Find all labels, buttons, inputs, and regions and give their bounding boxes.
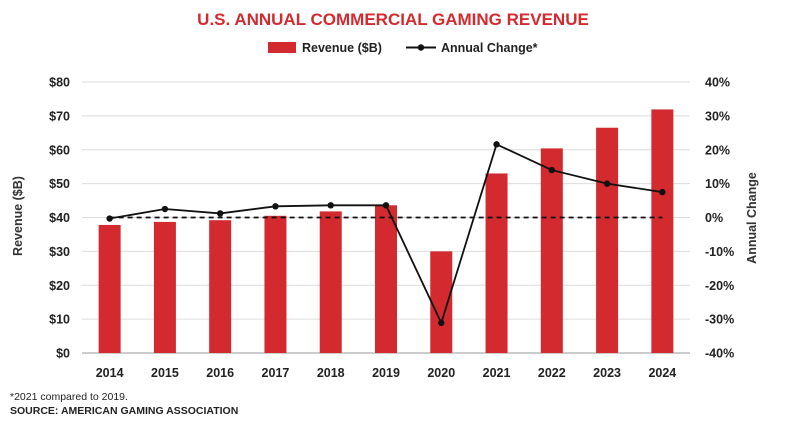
y-tick-label: $50 xyxy=(49,177,70,191)
y2-tick-label: 20% xyxy=(705,143,730,157)
y2-axis-title: Annual Change xyxy=(745,172,759,264)
revenue-bar xyxy=(375,205,397,353)
y2-tick-label: 0% xyxy=(705,211,723,225)
legend-line-label: Annual Change* xyxy=(441,41,538,55)
annual-change-point xyxy=(106,215,113,222)
revenue-bar xyxy=(485,173,508,353)
x-tick-label: 2021 xyxy=(483,366,511,380)
x-tick-label: 2016 xyxy=(206,366,234,380)
revenue-bar xyxy=(430,251,453,353)
y2-tick-label: 40% xyxy=(705,76,730,90)
revenue-bar xyxy=(540,148,563,353)
y-tick-label: $20 xyxy=(49,279,70,293)
y-tick-label: $10 xyxy=(49,313,70,327)
annual-change-point xyxy=(327,202,334,209)
annual-change-point xyxy=(493,141,500,148)
x-tick-label: 2022 xyxy=(538,366,566,380)
right-axis-ticks: -40% -30% -20% -10% 0% 10% 20% 30% 40% xyxy=(705,76,734,361)
legend-line-marker xyxy=(417,44,425,51)
y2-tick-label: -20% xyxy=(705,279,734,293)
revenue-bar xyxy=(596,127,619,353)
annual-change-point xyxy=(603,180,611,187)
x-tick-label: 2023 xyxy=(593,366,621,380)
revenue-bar xyxy=(209,220,232,353)
y-tick-label: $70 xyxy=(49,109,70,123)
x-tick-label: 2014 xyxy=(96,366,124,380)
annual-change-point xyxy=(548,166,556,174)
annual-change-point xyxy=(438,319,445,327)
y-tick-label: $80 xyxy=(49,76,70,90)
y2-tick-label: 30% xyxy=(705,109,730,123)
x-axis-ticks: 2014 2015 2016 2017 2018 2019 2020 2021 2022 2023… xyxy=(96,366,677,380)
legend-bar-label: Revenue ($B) xyxy=(302,41,382,55)
y2-tick-label: 10% xyxy=(705,177,730,191)
annual-change-point xyxy=(659,188,666,196)
revenue-bar xyxy=(319,211,342,353)
annual-change-point xyxy=(272,203,279,210)
y-tick-label: $60 xyxy=(49,143,70,157)
y-tick-label: $0 xyxy=(56,347,70,361)
footnote: *2021 compared to 2019. xyxy=(10,391,128,403)
x-tick-label: 2020 xyxy=(427,366,455,380)
left-axis-ticks: $0 $10 $20 $30 $40 $50 $60 $70 $80 xyxy=(49,76,70,361)
x-tick-label: 2024 xyxy=(648,366,676,380)
x-tick-label: 2018 xyxy=(317,366,345,380)
y2-tick-label: -10% xyxy=(705,245,734,259)
x-tick-label: 2019 xyxy=(372,366,400,380)
annual-change-point xyxy=(216,210,224,217)
revenue-bar xyxy=(153,221,176,353)
x-tick-label: 2015 xyxy=(151,366,179,380)
revenue-bar xyxy=(264,215,287,353)
annual-change-point xyxy=(161,205,169,213)
y-tick-label: $30 xyxy=(49,245,70,259)
revenue-bars xyxy=(98,109,674,353)
source-note: SOURCE: AMERICAN GAMING ASSOCIATION xyxy=(10,405,239,417)
revenue-bar xyxy=(651,109,674,353)
annual-change-point xyxy=(382,202,390,209)
legend-bar-swatch xyxy=(268,42,296,53)
y-tick-label: $40 xyxy=(49,211,70,225)
x-tick-label: 2017 xyxy=(262,366,290,380)
annual-change-line xyxy=(106,141,666,327)
y-axis-title: Revenue ($B) xyxy=(11,176,25,256)
chart-title: U.S. ANNUAL COMMERCIAL GAMING REVENUE xyxy=(197,10,589,29)
y2-tick-label: -30% xyxy=(705,313,734,327)
revenue-bar xyxy=(98,224,121,353)
legend: Revenue ($B) Annual Change* xyxy=(268,41,538,55)
y2-tick-label: -40% xyxy=(705,347,734,361)
